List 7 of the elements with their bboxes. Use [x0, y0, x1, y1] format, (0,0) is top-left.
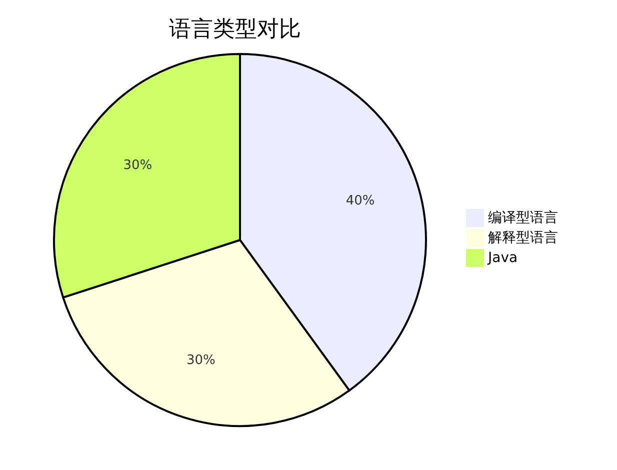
data-label: 40%	[346, 193, 375, 208]
legend-label: 解释型语言	[488, 230, 558, 246]
chart-title: 语言类型对比	[168, 16, 302, 44]
data-label: 30%	[186, 352, 216, 368]
legend-label: 编译型语言	[488, 210, 558, 226]
legend-label: Java	[488, 250, 518, 266]
data-label: 30%	[123, 158, 152, 174]
